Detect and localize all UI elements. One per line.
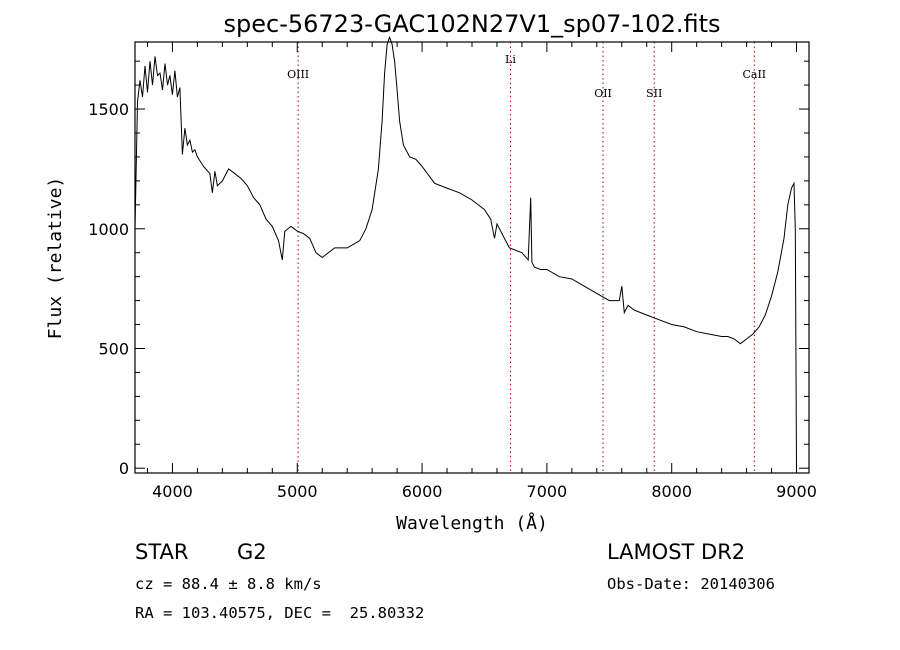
y-axis-label: Flux (relative) [45, 177, 66, 340]
x-tick-label: 7000 [527, 482, 568, 501]
survey-name: LAMOST DR2 [607, 540, 746, 564]
plot-frame [134, 41, 810, 474]
line-marker-label: SII [646, 87, 662, 100]
x-tick-label: 4000 [152, 482, 193, 501]
obs-date: Obs-Date: 20140306 [607, 575, 775, 593]
y-axis: 0 500 1000 1500 [88, 60, 809, 478]
object-type: STAR [135, 540, 189, 564]
y-tick-label: 1000 [88, 220, 129, 239]
y-tick-label: 500 [98, 339, 129, 358]
x-tick-label: 5000 [277, 482, 318, 501]
x-axis-label: Wavelength (Å) [396, 512, 548, 534]
redshift-text: cz = 88.4 ± 8.8 km/s [135, 575, 322, 593]
line-marker-label: OIII [287, 68, 309, 81]
x-tick-label: 8000 [651, 482, 692, 501]
y-tick-label: 0 [119, 459, 129, 478]
spectrum-line [134, 35, 797, 469]
x-tick-label: 9000 [776, 482, 817, 501]
coordinates: RA = 103.40575, DEC = 25.80332 [135, 604, 425, 622]
spectral-subclass: G2 [237, 540, 267, 564]
line-marker-label: CaII [742, 68, 766, 81]
x-tick-label: 6000 [402, 482, 443, 501]
line-marker-label: Li [505, 53, 516, 66]
line-markers: OIII Li OII SII CaII [287, 42, 766, 473]
chart-title: spec-56723-GAC102N27V1_sp07-102.fits [224, 10, 721, 38]
x-axis: 4000 5000 6000 7000 8000 9000 [146, 42, 817, 501]
line-marker-label: OII [594, 87, 612, 100]
y-tick-label: 1500 [88, 100, 129, 119]
